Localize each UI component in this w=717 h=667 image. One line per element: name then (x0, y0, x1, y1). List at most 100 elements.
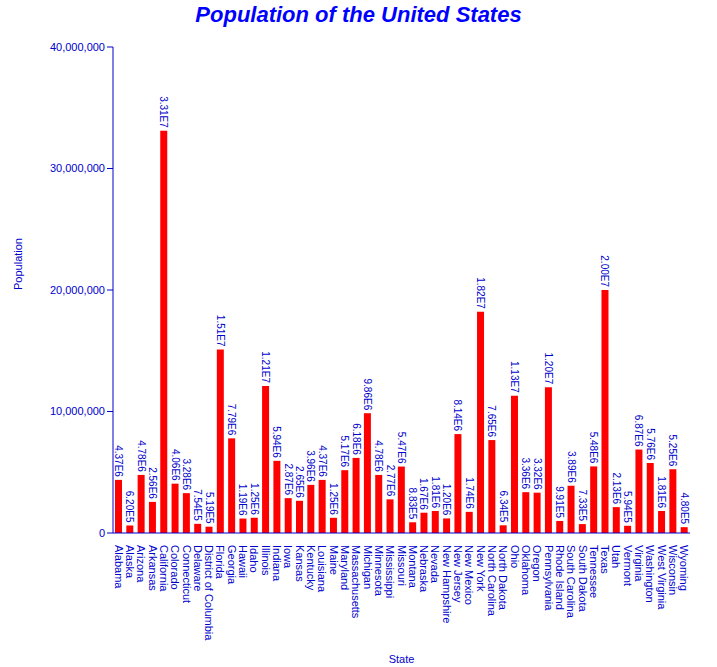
svg-text:6.87E6: 6.87E6 (633, 415, 644, 447)
svg-text:4.06E6: 4.06E6 (170, 449, 181, 481)
svg-text:2.65E6: 2.65E6 (294, 466, 305, 498)
svg-text:New Mexico: New Mexico (463, 545, 475, 605)
svg-text:5.17E6: 5.17E6 (339, 435, 350, 467)
svg-text:1.82E7: 1.82E7 (475, 277, 486, 309)
svg-text:New Hampshire: New Hampshire (441, 545, 453, 623)
svg-text:Nevada: Nevada (429, 545, 441, 584)
svg-text:Louisiana: Louisiana (316, 545, 328, 593)
svg-text:Missouri: Missouri (396, 545, 408, 586)
svg-text:Montana: Montana (407, 545, 419, 589)
svg-text:Oregon: Oregon (531, 545, 543, 582)
svg-text:Florida: Florida (214, 545, 226, 580)
svg-text:Maryland: Maryland (339, 545, 351, 590)
svg-text:Kansas: Kansas (294, 545, 306, 582)
svg-text:3.96E6: 3.96E6 (305, 450, 316, 482)
svg-text:5.48E6: 5.48E6 (588, 432, 599, 464)
svg-text:7.33E5: 7.33E5 (577, 489, 588, 521)
svg-text:4.78E6: 4.78E6 (373, 440, 384, 472)
svg-text:3.32E6: 3.32E6 (532, 458, 543, 490)
svg-text:Connecticut: Connecticut (181, 545, 193, 603)
svg-text:District of Columbia: District of Columbia (203, 545, 215, 641)
svg-text:Kentucky: Kentucky (305, 545, 317, 591)
svg-text:Texas: Texas (599, 545, 611, 574)
svg-text:Illinois: Illinois (260, 545, 272, 576)
svg-text:New Jersey: New Jersey (452, 545, 464, 603)
svg-text:6.18E6: 6.18E6 (351, 423, 362, 455)
svg-text:Alaska: Alaska (124, 545, 136, 579)
svg-text:3.28E6: 3.28E6 (181, 458, 192, 490)
svg-text:Utah: Utah (610, 545, 622, 568)
svg-text:10,000,000: 10,000,000 (50, 405, 105, 417)
svg-text:6.34E5: 6.34E5 (498, 491, 509, 523)
svg-text:1.51E7: 1.51E7 (215, 315, 226, 347)
svg-text:Alabama: Alabama (113, 545, 125, 589)
svg-text:Wisconsin: Wisconsin (667, 545, 679, 595)
svg-text:5.94E5: 5.94E5 (622, 491, 633, 523)
svg-text:5.76E6: 5.76E6 (645, 428, 656, 460)
svg-text:Washington: Washington (644, 545, 656, 603)
svg-text:Rhode Island: Rhode Island (554, 545, 566, 610)
svg-text:Vermont: Vermont (622, 545, 634, 586)
svg-text:1.81E6: 1.81E6 (656, 476, 667, 508)
svg-text:South Carolina: South Carolina (565, 545, 577, 619)
svg-text:State: State (389, 653, 415, 665)
svg-text:Indiana: Indiana (271, 545, 283, 582)
svg-text:4.78E6: 4.78E6 (136, 440, 147, 472)
svg-text:1.20E6: 1.20E6 (441, 484, 452, 516)
svg-text:1.20E7: 1.20E7 (543, 352, 554, 384)
svg-text:Iowa: Iowa (282, 545, 294, 569)
svg-text:5.94E6: 5.94E6 (271, 426, 282, 458)
svg-text:2.13E6: 2.13E6 (611, 472, 622, 504)
svg-text:1.81E6: 1.81E6 (430, 476, 441, 508)
svg-text:Hawaii: Hawaii (237, 545, 249, 578)
svg-text:Delaware: Delaware (192, 545, 204, 591)
svg-text:Arizona: Arizona (135, 545, 147, 583)
svg-text:7.79E6: 7.79E6 (226, 404, 237, 436)
svg-text:Oklahoma: Oklahoma (520, 545, 532, 596)
svg-text:4.80E5: 4.80E5 (679, 492, 690, 524)
svg-text:40,000,000: 40,000,000 (50, 41, 105, 53)
svg-text:Colorado: Colorado (169, 545, 181, 590)
svg-text:Maine: Maine (328, 545, 340, 575)
svg-text:Ohio: Ohio (509, 545, 521, 568)
svg-text:6.20E5: 6.20E5 (124, 491, 135, 523)
svg-text:1.25E6: 1.25E6 (328, 483, 339, 515)
svg-text:5.19E5: 5.19E5 (204, 492, 215, 524)
svg-text:30,000,000: 30,000,000 (50, 162, 105, 174)
svg-text:9.86E6: 9.86E6 (362, 378, 373, 410)
svg-text:Virginia: Virginia (633, 545, 645, 582)
svg-text:0: 0 (99, 527, 105, 539)
svg-text:Georgia: Georgia (226, 545, 238, 585)
svg-text:1.74E6: 1.74E6 (464, 477, 475, 509)
svg-text:7.54E5: 7.54E5 (192, 489, 203, 521)
svg-text:Massachusetts: Massachusetts (350, 545, 362, 619)
svg-text:1.13E7: 1.13E7 (509, 361, 520, 393)
svg-text:2.56E6: 2.56E6 (147, 467, 158, 499)
svg-text:3.36E6: 3.36E6 (520, 457, 531, 489)
svg-text:North Carolina: North Carolina (486, 545, 498, 617)
svg-text:9.91E5: 9.91E5 (554, 486, 565, 518)
svg-text:4.37E6: 4.37E6 (317, 445, 328, 477)
svg-text:2.77E6: 2.77E6 (385, 465, 396, 497)
svg-text:Nebraska: Nebraska (418, 545, 430, 593)
svg-text:California: California (158, 545, 170, 592)
svg-text:7.65E6: 7.65E6 (486, 405, 497, 437)
svg-text:5.25E6: 5.25E6 (667, 435, 678, 467)
svg-text:3.31E7: 3.31E7 (158, 96, 169, 128)
svg-text:1.67E6: 1.67E6 (418, 478, 429, 510)
svg-text:Tennessee: Tennessee (588, 545, 600, 598)
svg-text:Mississippi: Mississippi (384, 545, 396, 598)
svg-text:West Virginia: West Virginia (656, 545, 668, 610)
svg-text:North Dakota: North Dakota (497, 545, 509, 611)
svg-text:Idaho: Idaho (248, 545, 260, 573)
svg-text:2.00E7: 2.00E7 (599, 255, 610, 287)
svg-text:Minnesota: Minnesota (373, 545, 385, 597)
svg-text:20,000,000: 20,000,000 (50, 284, 105, 296)
svg-text:Wyoming: Wyoming (678, 545, 690, 591)
svg-text:1.21E7: 1.21E7 (260, 351, 271, 383)
svg-text:Population: Population (12, 238, 24, 290)
svg-text:5.47E6: 5.47E6 (396, 432, 407, 464)
svg-text:2.87E6: 2.87E6 (283, 463, 294, 495)
svg-text:8.83E5: 8.83E5 (407, 488, 418, 520)
svg-text:1.25E6: 1.25E6 (249, 483, 260, 515)
